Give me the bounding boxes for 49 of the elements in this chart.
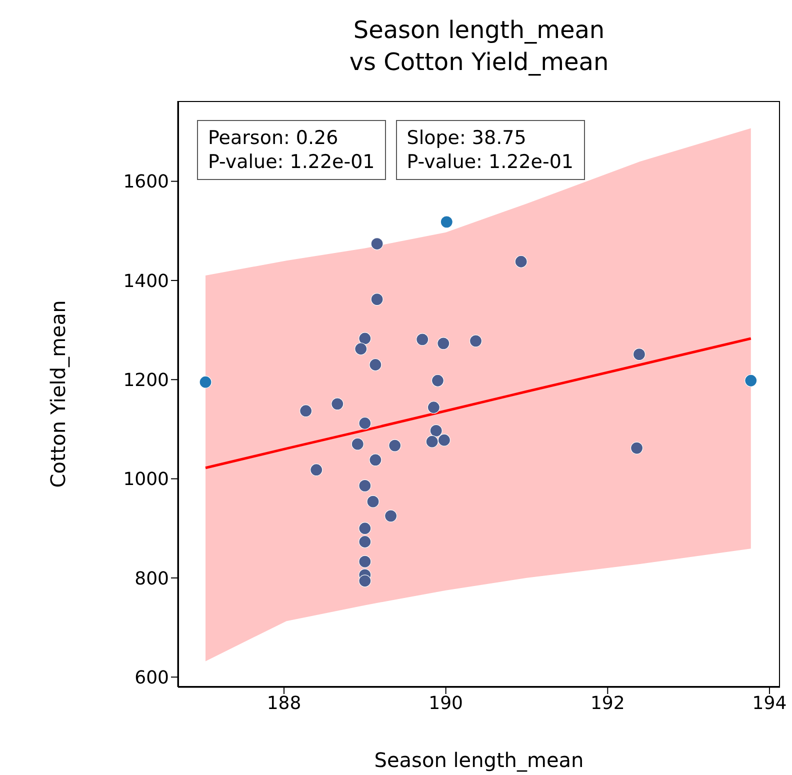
annotation: Slope: 38.75 P-value: 1.22e-01 [406,126,574,174]
x-tick-label: 188 [266,692,302,714]
point [369,358,382,372]
point [369,454,382,466]
point [199,376,212,388]
point [431,374,444,387]
x-tick-label: 192 [590,692,625,714]
point [370,293,384,306]
y-tick-label: 800 [134,568,169,590]
y-tick-label: 1000 [123,469,169,490]
point [354,342,368,356]
point [514,255,528,268]
point [416,333,429,346]
y-tick-label: 600 [134,667,169,688]
x-axis-title: Season length_mean [374,748,584,772]
point [384,510,398,522]
point [300,404,312,418]
y-tick-label: 1400 [123,270,169,292]
point [437,337,450,350]
y-tick-label: 1600 [123,172,169,193]
line-series [204,337,752,470]
point [388,439,402,452]
point [331,398,344,410]
point [632,348,646,361]
point [358,574,372,588]
x-tick-label: 190 [428,692,464,714]
point [358,535,372,548]
point [440,216,453,228]
point [430,424,442,437]
point [310,464,323,476]
point [469,334,482,348]
point [358,479,372,492]
point [358,416,372,430]
point [630,442,644,454]
point [744,374,758,387]
annotation: Pearson: 0.26 P-value: 1.22e-01 [208,126,375,174]
point [370,237,384,250]
y-axis-title: Cotton Yield_mean [46,300,70,488]
point [351,438,364,450]
point [358,555,372,568]
point [427,401,440,414]
point [366,495,380,508]
x-tick-label: 194 [752,692,787,714]
point [358,522,372,535]
y-tick-label: 1200 [123,370,169,392]
point [358,332,372,345]
point [426,435,438,448]
point [438,434,451,446]
chart-title: Season length_mean vs Cotton Yield_mean [348,15,610,78]
